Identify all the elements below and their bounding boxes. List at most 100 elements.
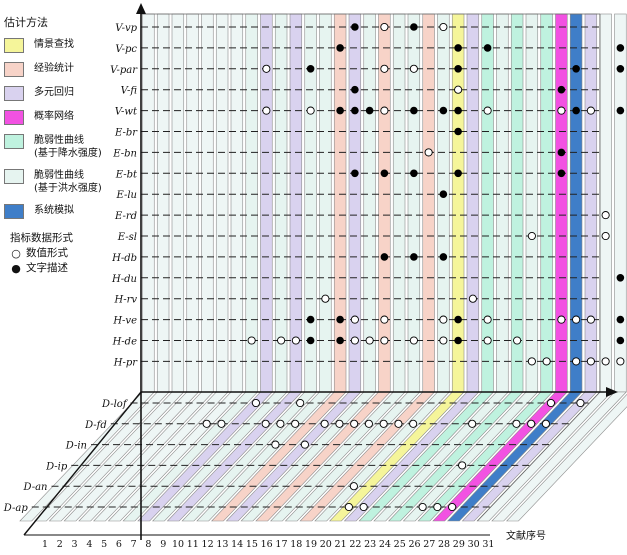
- point-D-in-13: [271, 440, 280, 449]
- column-band-29: [555, 13, 568, 393]
- x-tick-17: 17: [275, 539, 287, 550]
- point-E-rd-32: [601, 211, 610, 220]
- open-circle-icon: ○: [11, 247, 21, 260]
- point-H-de-19: [409, 336, 418, 345]
- point-H-ve-24: [483, 315, 492, 324]
- point-V-vp-15: [351, 23, 359, 31]
- format-text-row: ● 文字描述: [10, 261, 120, 276]
- point-E-lu-21: [439, 190, 448, 198]
- point-D-fd-20: [394, 419, 403, 428]
- lower-row-label-D-lof: D-lof: [101, 399, 129, 410]
- point-H-ve-21: [439, 315, 448, 324]
- row-label-E-bn: E-bn: [112, 148, 137, 159]
- point-H-du-33: [616, 274, 625, 282]
- row-label-H-pr: H-pr: [113, 357, 139, 368]
- lower-row-label-D-fd: D-fd: [84, 420, 107, 431]
- legend-swatch-multireg: [4, 86, 24, 101]
- point-H-ve-31: [586, 315, 595, 324]
- legend-swatch-sysmodel: [4, 204, 24, 219]
- legend-swatch-curve_rain: [4, 134, 24, 149]
- column-band-24: [481, 13, 494, 393]
- point-H-db-19: [410, 253, 418, 261]
- point-V-wt-30: [572, 106, 580, 115]
- point-E-bn-20: [424, 148, 433, 157]
- point-V-wt-12: [306, 106, 315, 115]
- point-H-rv-13: [321, 294, 330, 303]
- x-axis-arrow: [606, 387, 618, 397]
- point-D-lof-12: [296, 398, 305, 408]
- point-V-fi-22: [454, 85, 463, 94]
- point-H-ve-14: [336, 315, 344, 324]
- x-tick-7: 7: [131, 539, 137, 550]
- point-V-par-22: [454, 65, 462, 73]
- row-label-V-pc: V-pc: [115, 44, 137, 55]
- legend-swatch-curve_flood: [4, 169, 24, 184]
- point-H-db-21: [439, 253, 448, 261]
- row-label-H-ve: H-ve: [112, 316, 137, 327]
- column-band-7: [230, 13, 244, 393]
- point-V-vp-17: [380, 22, 389, 32]
- point-V-pc-24: [483, 44, 492, 52]
- legend-item-multireg: 多元回归: [4, 86, 116, 101]
- point-V-par-9: [262, 64, 271, 73]
- x-tick-19: 19: [305, 539, 317, 550]
- point-V-pc-14: [336, 44, 344, 52]
- depth-axis: [23, 391, 142, 536]
- legend-swatch-empirical: [4, 62, 24, 77]
- point-D-lof-9: [251, 398, 260, 408]
- x-tick-15: 15: [246, 539, 258, 550]
- point-V-par-19: [409, 64, 418, 73]
- point-D-lof-29: [546, 398, 555, 408]
- point-V-wt-31: [586, 106, 595, 115]
- column-band-15: [348, 13, 362, 393]
- point-V-fi-15: [351, 85, 359, 94]
- point-H-pr-30: [572, 357, 581, 366]
- format-numeric-row: ○ 数值形式: [10, 246, 120, 261]
- point-V-par-33: [616, 65, 625, 73]
- row-label-E-br: E-br: [114, 128, 138, 139]
- row-label-V-fi: V-fi: [121, 86, 138, 97]
- x-tick-30: 30: [468, 539, 480, 550]
- point-H-db-17: [380, 253, 389, 261]
- point-H-de-12: [306, 336, 315, 345]
- x-tick-24: 24: [379, 539, 391, 550]
- point-H-ve-30: [572, 315, 581, 324]
- point-V-wt-21: [439, 106, 448, 115]
- x-tick-5: 5: [101, 539, 107, 550]
- legend-label-probnet: 概率网络: [34, 111, 74, 122]
- row-label-V-wt: V-wt: [115, 107, 138, 118]
- y-axis-arrow: [136, 3, 146, 14]
- point-H-de-15: [350, 336, 359, 345]
- point-D-fd-15: [320, 419, 329, 428]
- x-tick-20: 20: [320, 539, 332, 550]
- point-D-fd-12: [276, 419, 285, 428]
- row-label-H-db: H-db: [111, 253, 137, 264]
- row-label-E-lu: E-lu: [115, 190, 137, 201]
- point-V-par-12: [306, 65, 315, 73]
- row-label-V-par: V-par: [110, 65, 138, 76]
- column-band-3: [171, 13, 185, 393]
- lower-row-label-D-ap: D-ap: [3, 503, 29, 514]
- row-label-E-sl: E-sl: [117, 232, 137, 243]
- point-V-wt-22: [454, 106, 462, 115]
- point-D-fd-18: [364, 419, 373, 428]
- point-H-de-17: [380, 336, 389, 345]
- point-H-pr-31: [586, 357, 595, 366]
- column-band-18: [392, 13, 406, 393]
- legend-item-curve_flood: 脆弱性曲线 (基于洪水强度): [4, 169, 116, 195]
- filled-circle-icon: ●: [11, 262, 21, 275]
- x-tick-29: 29: [453, 539, 465, 550]
- x-tick-25: 25: [394, 539, 406, 550]
- column-band-21: [437, 13, 450, 393]
- point-D-fd-11: [261, 419, 270, 428]
- point-E-bn-29: [557, 148, 566, 157]
- point-V-par-30: [572, 65, 580, 73]
- point-E-br-22: [454, 127, 462, 136]
- x-tick-9: 9: [160, 539, 166, 550]
- point-H-de-10: [277, 336, 286, 345]
- point-H-ve-33: [616, 315, 625, 324]
- point-V-pc-22: [454, 44, 462, 52]
- legend-items: 情景查找 经验统计 多元回归 概率网络 脆弱性曲线 (基于降水强度) 脆弱性曲线 (基于洪…: [4, 38, 116, 219]
- point-V-vp-19: [410, 23, 418, 31]
- legend-item-curve_rain: 脆弱性曲线 (基于降水强度): [4, 134, 116, 160]
